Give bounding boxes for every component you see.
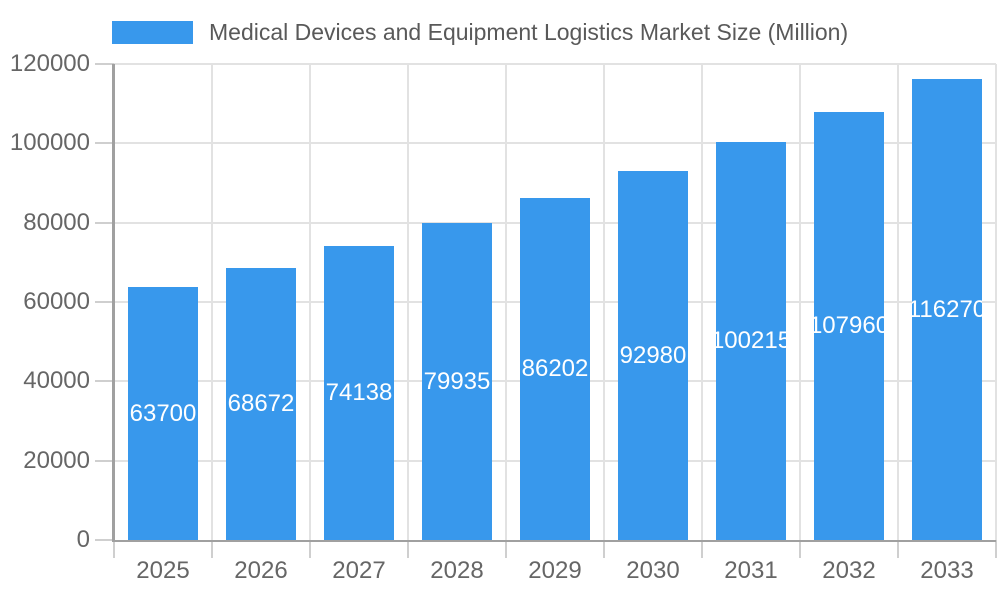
y-axis-label: 20000 [23, 447, 90, 474]
x-axis-tick [407, 540, 409, 558]
gridline-vertical [799, 64, 801, 540]
y-axis-tick [95, 460, 114, 462]
gridline-horizontal [114, 63, 996, 65]
y-axis-tick [95, 301, 114, 303]
y-axis-line [112, 64, 115, 542]
bar-value-label: 74138 [325, 379, 393, 406]
y-axis-label: 0 [76, 526, 90, 553]
y-axis-tick [95, 222, 114, 224]
x-axis-label: 2032 [822, 557, 876, 584]
x-axis-label: 2030 [626, 557, 680, 584]
x-axis-tick [211, 540, 213, 558]
gridline-vertical [505, 64, 507, 540]
x-axis-label: 2025 [136, 557, 190, 584]
bar: 116270 [912, 79, 982, 540]
gridline-vertical [211, 64, 213, 540]
y-axis-label: 80000 [23, 209, 90, 236]
x-axis-tick [995, 540, 997, 558]
gridline-vertical [995, 64, 997, 540]
gridline-horizontal [114, 142, 996, 144]
bar: 107960 [814, 112, 884, 540]
y-axis-label: 40000 [23, 367, 90, 394]
bar: 86202 [520, 198, 590, 540]
bar-value-label: 107960 [814, 312, 884, 339]
bar: 63700 [128, 287, 198, 540]
y-axis-label: 100000 [9, 129, 90, 156]
x-axis-label: 2027 [332, 557, 386, 584]
gridline-vertical [407, 64, 409, 540]
x-axis-label: 2033 [920, 557, 974, 584]
x-axis-label: 2031 [724, 557, 778, 584]
bar: 100215 [716, 142, 786, 540]
y-axis-tick [95, 380, 114, 382]
y-axis-tick [95, 539, 114, 541]
gridline-vertical [603, 64, 605, 540]
x-axis-label: 2029 [528, 557, 582, 584]
x-axis-tick [505, 540, 507, 558]
gridline-vertical [309, 64, 311, 540]
bar: 68672 [226, 268, 296, 540]
y-axis-label: 60000 [23, 288, 90, 315]
y-axis-label: 120000 [9, 50, 90, 77]
y-axis-tick [95, 142, 114, 144]
bar-value-label: 100215 [716, 327, 786, 354]
bar-value-label: 63700 [129, 399, 197, 427]
x-axis-tick [603, 540, 605, 558]
bar-value-label: 79935 [423, 367, 491, 395]
x-axis-tick [113, 540, 115, 558]
x-axis-tick [897, 540, 899, 558]
x-axis-line [112, 540, 996, 542]
bar-value-label: 92980 [619, 341, 687, 369]
gridline-vertical [701, 64, 703, 540]
bar: 79935 [422, 223, 492, 540]
x-axis-label: 2026 [234, 557, 288, 584]
bar-value-label: 86202 [521, 355, 589, 382]
bar-value-label: 116270 [912, 295, 982, 323]
legend-item[interactable]: Medical Devices and Equipment Logistics … [112, 19, 848, 46]
gridline-vertical [897, 64, 899, 540]
legend-swatch [112, 21, 193, 44]
legend-label: Medical Devices and Equipment Logistics … [209, 19, 849, 45]
bar: 92980 [618, 171, 688, 540]
y-axis-tick [95, 63, 114, 65]
x-axis-tick [309, 540, 311, 558]
bar-value-label: 68672 [227, 390, 295, 417]
x-axis-tick [701, 540, 703, 558]
x-axis-label: 2028 [430, 557, 484, 584]
bar: 74138 [324, 246, 394, 540]
x-axis-tick [799, 540, 801, 558]
